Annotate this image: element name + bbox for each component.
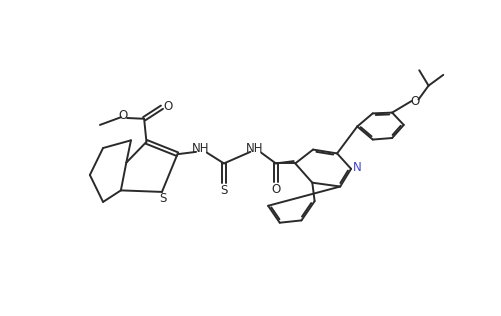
Text: O: O	[163, 100, 172, 113]
Text: O: O	[410, 94, 419, 107]
Text: S: S	[220, 184, 227, 197]
Text: NH: NH	[191, 142, 209, 155]
Text: O: O	[118, 109, 128, 122]
Text: NH: NH	[245, 142, 263, 155]
Text: S: S	[159, 192, 166, 205]
Text: N: N	[352, 161, 361, 174]
Text: O: O	[271, 183, 280, 196]
